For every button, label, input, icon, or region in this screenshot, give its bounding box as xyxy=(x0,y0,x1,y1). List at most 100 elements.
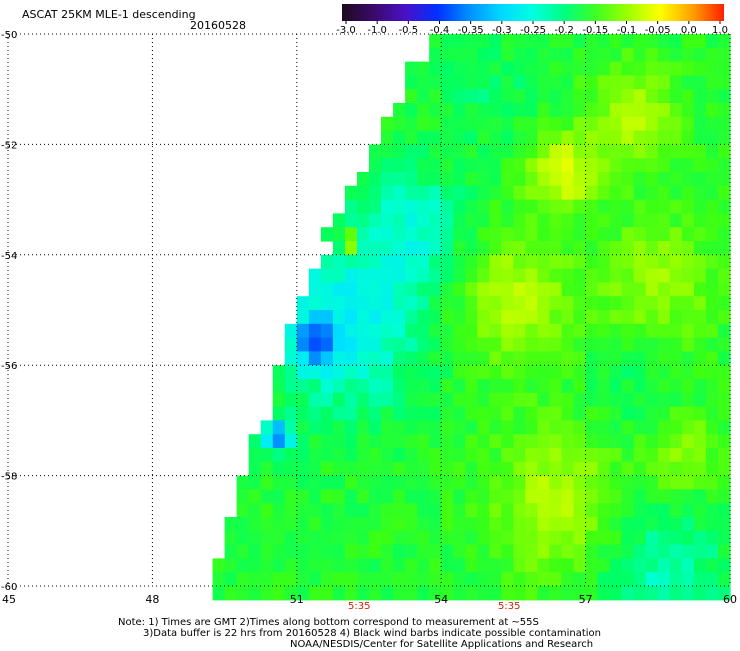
note-line-2: 3)Data buffer is 22 hrs from 20160528 4)… xyxy=(143,628,601,639)
heatmap-cell xyxy=(717,365,731,380)
heatmap-cell xyxy=(356,379,370,394)
heatmap-cell xyxy=(248,448,262,463)
heatmap-cell xyxy=(453,47,466,63)
heatmap-cell xyxy=(393,103,406,118)
heatmap-cell xyxy=(320,558,334,573)
heatmap-cell xyxy=(573,503,587,518)
heatmap-cell xyxy=(705,448,719,463)
heatmap-cell xyxy=(645,116,659,132)
heatmap-cell xyxy=(573,489,587,504)
y-tick-label: -54 xyxy=(1,251,17,262)
heatmap-cell xyxy=(525,61,539,76)
heatmap-cell xyxy=(537,213,551,228)
heatmap-cell xyxy=(633,172,647,187)
heatmap-cell xyxy=(693,185,707,201)
heatmap-cell xyxy=(272,572,286,587)
heatmap-cell xyxy=(356,337,370,352)
heatmap-cell xyxy=(645,227,659,242)
heatmap-cell xyxy=(332,379,346,394)
heatmap-cell xyxy=(669,89,683,104)
heatmap-cell xyxy=(381,199,394,214)
heatmap-cell xyxy=(272,420,286,435)
heatmap-cell xyxy=(537,310,551,325)
heatmap-cell xyxy=(441,103,454,118)
heatmap-cell xyxy=(489,517,502,532)
heatmap-cell xyxy=(561,379,575,394)
heatmap-cell xyxy=(597,572,611,587)
heatmap-cell xyxy=(381,144,394,159)
heatmap-cell xyxy=(296,489,310,504)
heatmap-cell xyxy=(477,365,490,380)
heatmap-cell xyxy=(417,530,430,546)
heatmap-cell xyxy=(236,586,250,601)
heatmap-cell xyxy=(501,34,514,49)
heatmap-cell xyxy=(369,392,382,408)
heatmap-cell xyxy=(477,558,490,573)
heatmap-cell xyxy=(621,213,635,228)
heatmap-cell xyxy=(681,448,695,463)
heatmap-cell xyxy=(525,241,539,256)
heatmap-cell xyxy=(393,461,406,477)
heatmap-cell xyxy=(513,392,527,408)
heatmap-cell xyxy=(501,503,514,518)
heatmap-cell xyxy=(405,185,418,201)
heatmap-cell xyxy=(693,75,707,90)
heatmap-cell xyxy=(465,558,478,573)
heatmap-cell xyxy=(657,434,671,449)
heatmap-cell xyxy=(465,158,478,173)
heatmap-cell xyxy=(573,268,587,283)
heatmap-cell xyxy=(549,461,563,477)
heatmap-cell xyxy=(477,89,490,104)
heatmap-cell xyxy=(657,420,671,435)
heatmap-cell xyxy=(272,365,286,380)
heatmap-cell xyxy=(477,199,490,214)
heatmap-cell xyxy=(513,517,527,532)
heatmap-cell xyxy=(717,172,731,187)
heatmap-cell xyxy=(272,475,286,490)
heatmap-cell xyxy=(573,75,587,90)
heatmap-cell xyxy=(248,558,262,573)
heatmap-cell xyxy=(537,365,551,380)
heatmap-cell xyxy=(657,130,671,145)
heatmap-cell xyxy=(453,254,466,270)
heatmap-cell xyxy=(513,461,527,477)
heatmap-cell xyxy=(561,517,575,532)
heatmap-cell xyxy=(248,461,262,477)
heatmap-cell xyxy=(573,254,587,270)
heatmap-cell xyxy=(477,310,490,325)
heatmap-cell xyxy=(693,268,707,283)
heatmap-cell xyxy=(549,158,563,173)
heatmap-cell xyxy=(537,61,551,76)
heatmap-cell xyxy=(417,227,430,242)
colorbar-tick-label: -0.4 xyxy=(430,25,450,36)
heatmap-cell xyxy=(549,144,563,159)
heatmap-cell xyxy=(296,448,310,463)
heatmap-cell xyxy=(308,586,322,601)
heatmap-cell xyxy=(308,530,322,546)
heatmap-cell xyxy=(705,420,719,435)
heatmap-cell xyxy=(645,392,659,408)
heatmap-cell xyxy=(645,75,659,90)
heatmap-cell xyxy=(513,503,527,518)
heatmap-cell xyxy=(573,310,587,325)
heatmap-cell xyxy=(260,558,274,573)
heatmap-cell xyxy=(549,282,563,297)
heatmap-cell xyxy=(525,558,539,573)
heatmap-cell xyxy=(501,420,514,435)
heatmap-cell xyxy=(669,227,683,242)
heatmap-cell xyxy=(344,227,358,242)
heatmap-cell xyxy=(537,241,551,256)
heatmap-cell xyxy=(344,475,358,490)
heatmap-cell xyxy=(477,241,490,256)
heatmap-cell xyxy=(693,530,707,546)
heatmap-cell xyxy=(705,75,719,90)
heatmap-cell xyxy=(657,254,671,270)
heatmap-cell xyxy=(537,282,551,297)
heatmap-cell xyxy=(657,268,671,283)
heatmap-cell xyxy=(681,365,695,380)
heatmap-cell xyxy=(405,61,418,76)
heatmap-cell xyxy=(513,75,527,90)
heatmap-cell xyxy=(477,475,490,490)
heatmap-cell xyxy=(525,34,539,49)
heatmap-cell xyxy=(513,544,527,559)
